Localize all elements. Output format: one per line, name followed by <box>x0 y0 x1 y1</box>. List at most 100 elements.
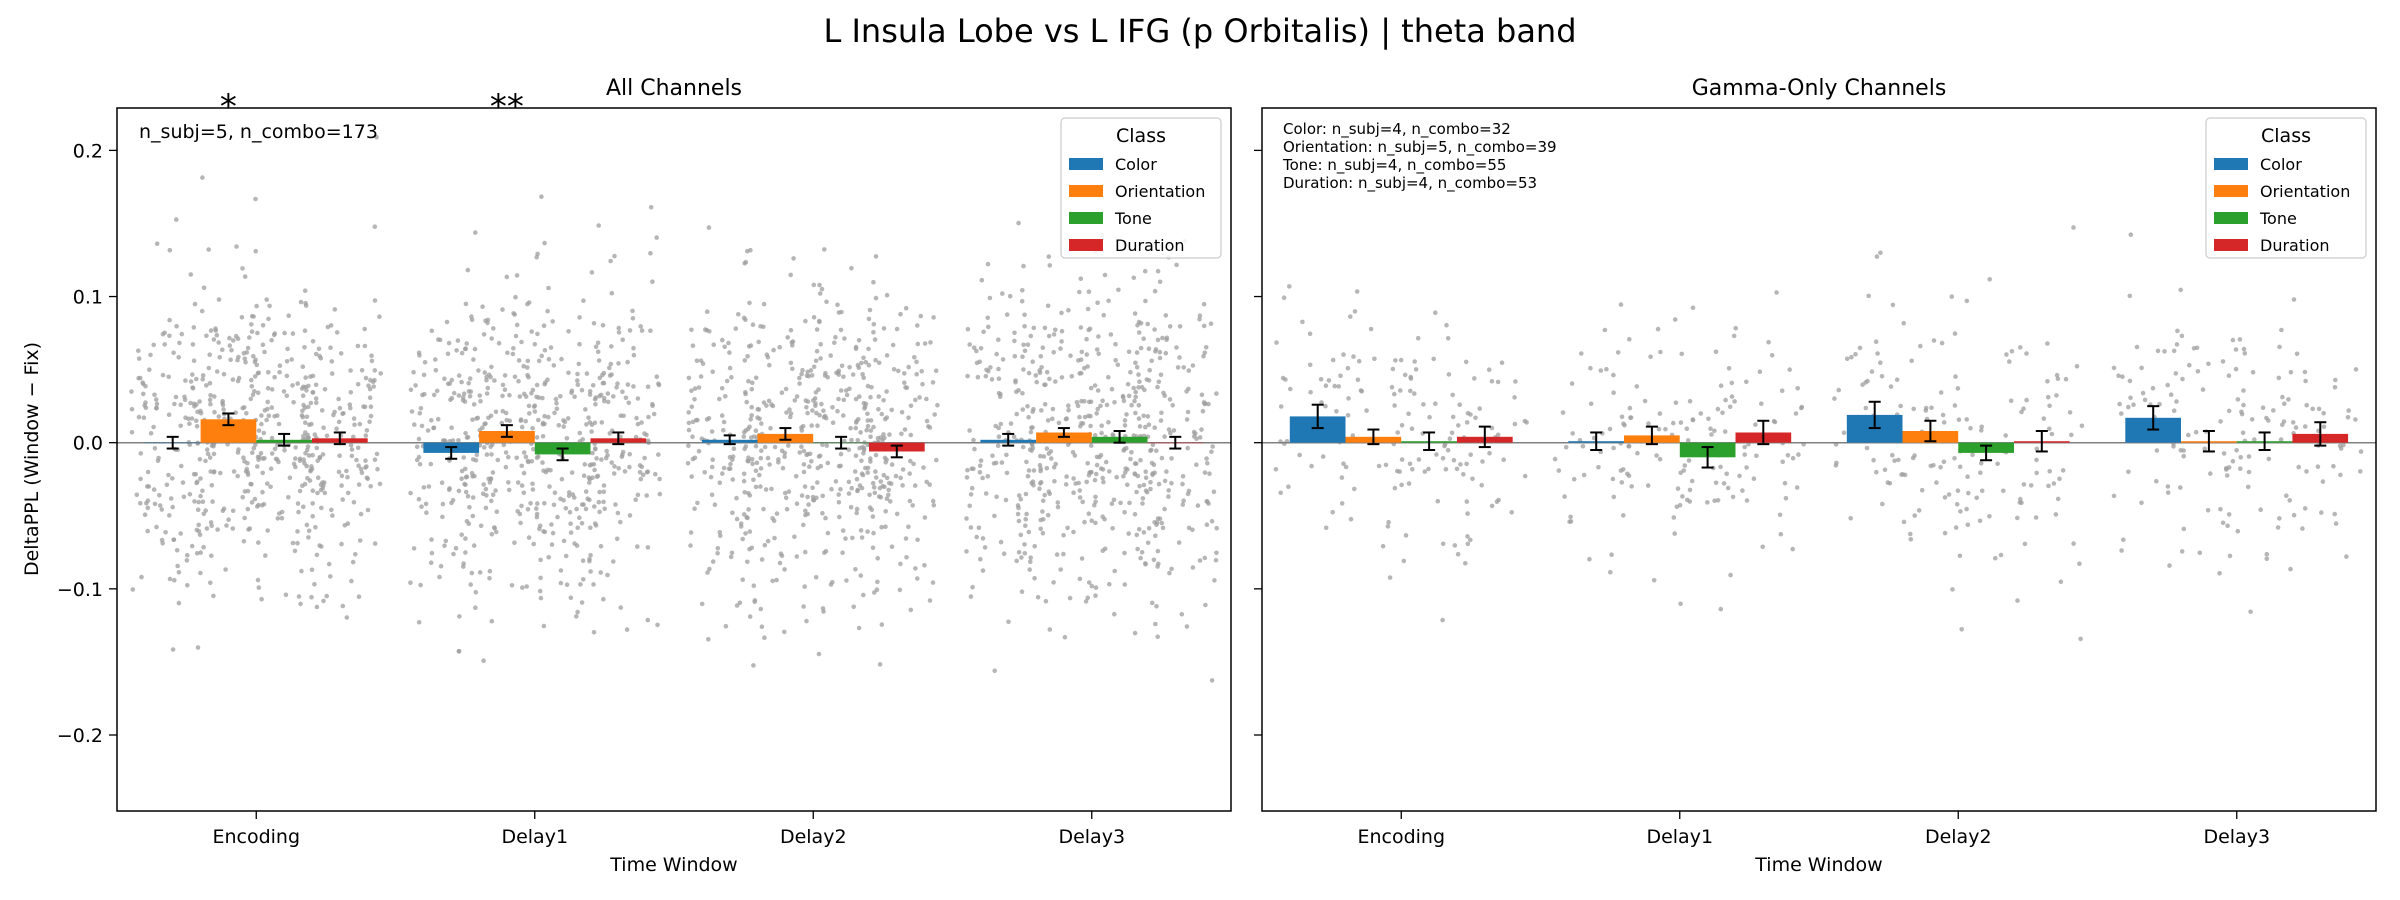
data-point <box>448 397 453 403</box>
data-point <box>2128 395 2133 401</box>
data-point <box>265 481 270 486</box>
data-point <box>244 466 250 472</box>
data-point <box>296 509 301 515</box>
data-point <box>1155 384 1160 390</box>
data-point <box>411 546 417 551</box>
data-point <box>1028 559 1033 565</box>
data-point <box>690 419 696 425</box>
data-point <box>351 434 356 440</box>
data-point <box>609 372 614 377</box>
data-point <box>807 464 812 470</box>
data-point <box>1402 372 1408 378</box>
data-point <box>597 509 602 515</box>
data-point <box>208 401 213 407</box>
data-point <box>1407 461 1413 467</box>
data-point <box>463 536 468 541</box>
data-point <box>575 382 581 388</box>
error-bar <box>1367 428 1380 446</box>
data-point <box>1015 503 1021 508</box>
data-point <box>1006 619 1011 625</box>
data-point <box>206 247 211 252</box>
data-point <box>1680 494 1685 499</box>
data-point <box>881 326 887 331</box>
data-point <box>965 373 970 379</box>
data-point <box>1025 404 1030 409</box>
data-point <box>287 475 293 481</box>
data-point <box>1085 306 1091 312</box>
data-point <box>347 402 353 407</box>
data-point <box>1113 358 1118 363</box>
data-point <box>561 424 566 429</box>
data-point <box>260 489 265 495</box>
data-point <box>1112 611 1117 617</box>
x-tick-label: Delay2 <box>1925 826 1992 848</box>
data-point <box>130 587 136 592</box>
data-point <box>1389 384 1395 390</box>
data-point <box>516 378 521 384</box>
data-point <box>499 420 505 426</box>
data-point <box>523 454 529 460</box>
data-point <box>1148 448 1153 454</box>
data-point <box>1853 352 1858 357</box>
data-point <box>1929 405 1934 411</box>
data-point <box>204 526 210 531</box>
data-point <box>218 470 223 476</box>
data-point <box>1141 530 1147 535</box>
data-point <box>1560 410 1566 415</box>
data-point <box>447 486 452 491</box>
data-point <box>1406 481 1412 486</box>
data-point <box>429 537 434 542</box>
data-point <box>882 416 888 422</box>
data-point <box>1085 595 1091 601</box>
data-point <box>272 446 278 452</box>
data-point <box>1673 400 1679 406</box>
data-point <box>1204 522 1210 527</box>
data-point <box>712 502 718 508</box>
data-point <box>835 370 841 375</box>
data-point <box>1131 385 1136 391</box>
data-point <box>1398 388 1403 393</box>
data-point <box>1055 500 1061 505</box>
data-point <box>980 568 986 573</box>
data-point <box>309 567 315 573</box>
data-point <box>642 455 647 461</box>
data-point <box>482 445 487 450</box>
data-point <box>759 557 765 562</box>
data-point <box>746 455 751 461</box>
data-point <box>878 479 884 484</box>
data-point <box>1350 433 1356 438</box>
data-point <box>1157 279 1163 285</box>
data-point <box>276 459 281 465</box>
data-point <box>421 372 427 378</box>
data-point <box>1273 467 1279 472</box>
data-point <box>1040 345 1046 351</box>
data-point <box>1663 426 1668 432</box>
data-point <box>1718 383 1724 389</box>
data-point <box>856 365 862 371</box>
data-point <box>1126 531 1131 536</box>
legend-label: Tone <box>1114 209 1152 228</box>
data-point <box>777 560 783 566</box>
data-point <box>964 549 969 554</box>
data-point <box>308 400 314 406</box>
data-point <box>2293 425 2299 430</box>
data-point <box>1133 410 1138 416</box>
data-point <box>484 452 490 457</box>
data-point <box>521 470 527 476</box>
error-bar <box>779 427 792 441</box>
data-point <box>372 224 378 229</box>
data-point <box>207 455 213 460</box>
data-point <box>1137 483 1142 489</box>
data-point <box>740 577 745 582</box>
data-point <box>148 431 154 436</box>
data-point <box>1965 474 1970 480</box>
data-point <box>2187 362 2192 368</box>
data-point <box>601 395 607 401</box>
data-point <box>195 507 201 513</box>
data-point <box>824 443 830 448</box>
data-point <box>235 473 240 479</box>
data-point <box>1901 519 1907 525</box>
data-point <box>313 351 319 357</box>
data-point <box>1038 481 1043 486</box>
data-point <box>166 412 172 418</box>
